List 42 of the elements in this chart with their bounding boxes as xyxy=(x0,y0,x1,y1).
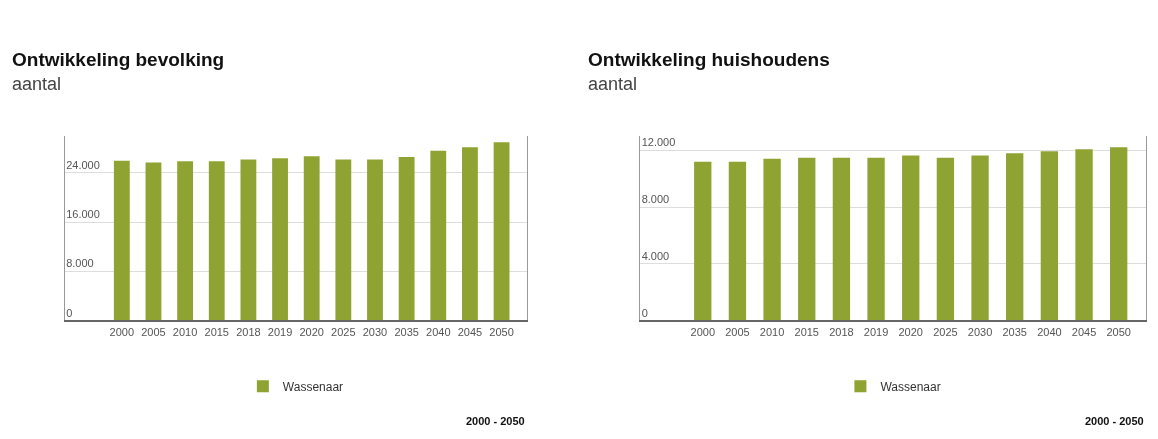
x-tick-label: 2050 xyxy=(489,325,514,338)
x-tick-label: 2030 xyxy=(967,325,993,338)
chart-subtitle: aantal xyxy=(588,74,638,94)
y-tick-label: 4.000 xyxy=(641,249,670,262)
x-tick-label: 2045 xyxy=(1071,325,1097,338)
x-tick-label: 2030 xyxy=(362,325,388,338)
x-tick-label: 2035 xyxy=(394,325,419,338)
x-tick-label: 2025 xyxy=(933,325,958,338)
x-tick-label: 2040 xyxy=(1037,325,1062,338)
legend-label: Wassenaar xyxy=(880,380,941,394)
x-tick-label: 2000 xyxy=(109,325,135,338)
x-tick-label: 2018 xyxy=(829,325,854,338)
x-tick-label: 2015 xyxy=(794,325,819,338)
legend-label: Wassenaar xyxy=(282,380,344,394)
x-tick-label: 2000 xyxy=(690,325,716,338)
x-tick-label: 2050 xyxy=(1106,325,1131,338)
chart-title: Ontwikkeling huishoudens xyxy=(588,49,830,70)
x-tick-label: 2020 xyxy=(299,325,324,338)
x-tick-label: 2025 xyxy=(331,325,356,338)
x-tick-label: 2035 xyxy=(1002,325,1027,338)
chart-subtitle: aantal xyxy=(12,74,62,94)
y-tick-label: 0 xyxy=(66,306,73,319)
x-tick-label: 2010 xyxy=(759,325,785,338)
x-tick-label: 2019 xyxy=(267,325,293,338)
y-tick-label: 8.000 xyxy=(66,257,94,270)
y-tick-label: 12.000 xyxy=(641,136,676,149)
text: 2000 - 2050 xyxy=(1085,415,1144,427)
x-tick-label: 2045 xyxy=(457,325,483,338)
chart-title: Ontwikkeling bevolking xyxy=(12,49,225,70)
x-tick-label: 2005 xyxy=(725,325,750,338)
y-tick-label: 8.000 xyxy=(641,193,670,206)
y-tick-label: 0 xyxy=(641,306,648,319)
x-tick-label: 2010 xyxy=(172,325,198,338)
x-tick-label: 2020 xyxy=(898,325,923,338)
x-tick-label: 2015 xyxy=(204,325,229,338)
text: 2000 - 2050 xyxy=(466,415,525,427)
x-tick-label: 2019 xyxy=(863,325,889,338)
x-tick-label: 2018 xyxy=(236,325,261,338)
y-tick-label: 16.000 xyxy=(66,208,100,221)
x-tick-label: 2005 xyxy=(141,325,166,338)
x-tick-label: 2040 xyxy=(426,325,451,338)
y-tick-label: 24.000 xyxy=(66,159,100,172)
